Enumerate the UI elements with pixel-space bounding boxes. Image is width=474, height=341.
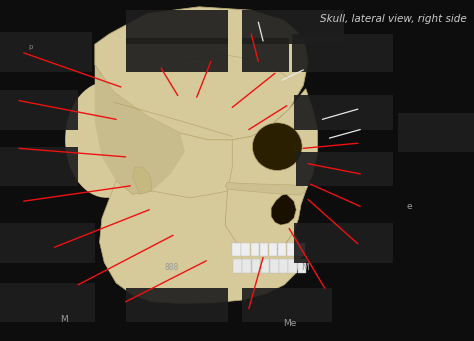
Polygon shape xyxy=(271,194,296,225)
FancyBboxPatch shape xyxy=(270,259,279,273)
Polygon shape xyxy=(95,65,185,194)
Bar xyxy=(0,223,95,263)
Text: Me: Me xyxy=(283,319,296,328)
Polygon shape xyxy=(133,167,152,194)
FancyBboxPatch shape xyxy=(279,259,288,273)
Text: p: p xyxy=(28,44,33,50)
FancyBboxPatch shape xyxy=(298,259,306,273)
Bar xyxy=(242,288,332,322)
Bar xyxy=(292,34,393,72)
Bar xyxy=(242,38,289,72)
Polygon shape xyxy=(225,89,318,252)
FancyBboxPatch shape xyxy=(269,243,277,256)
Bar xyxy=(296,152,393,186)
FancyBboxPatch shape xyxy=(261,259,269,273)
Ellipse shape xyxy=(91,15,273,244)
FancyBboxPatch shape xyxy=(278,243,286,256)
FancyBboxPatch shape xyxy=(260,243,268,256)
Bar xyxy=(126,38,228,72)
Text: M: M xyxy=(60,315,68,324)
Bar xyxy=(0,90,78,130)
Bar xyxy=(242,10,344,44)
Ellipse shape xyxy=(65,82,148,198)
FancyBboxPatch shape xyxy=(251,243,259,256)
FancyBboxPatch shape xyxy=(289,259,297,273)
Text: M: M xyxy=(301,263,309,272)
Bar xyxy=(398,113,474,152)
Text: e: e xyxy=(406,202,412,211)
Text: 888: 888 xyxy=(165,263,179,272)
FancyBboxPatch shape xyxy=(232,243,241,256)
FancyBboxPatch shape xyxy=(296,243,305,256)
FancyBboxPatch shape xyxy=(233,259,242,273)
Bar xyxy=(294,223,393,263)
Text: Skull, lateral view, right side: Skull, lateral view, right side xyxy=(320,14,467,24)
FancyBboxPatch shape xyxy=(241,243,250,256)
FancyBboxPatch shape xyxy=(252,259,260,273)
Bar xyxy=(0,32,92,72)
Polygon shape xyxy=(225,182,306,195)
Bar xyxy=(0,147,78,186)
Bar xyxy=(0,283,95,322)
Bar xyxy=(294,95,393,130)
Polygon shape xyxy=(100,181,301,303)
Bar xyxy=(126,10,228,44)
Polygon shape xyxy=(95,7,308,140)
FancyBboxPatch shape xyxy=(242,259,251,273)
FancyBboxPatch shape xyxy=(287,243,296,256)
Ellipse shape xyxy=(252,123,302,170)
Bar xyxy=(126,288,228,322)
